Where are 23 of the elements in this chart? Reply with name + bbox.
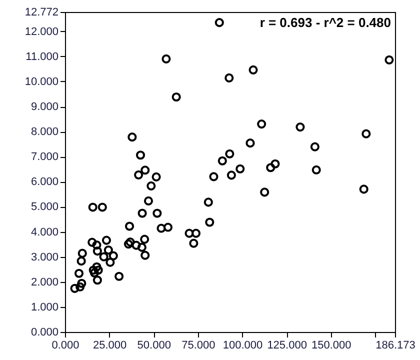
x-tick-label: 186.173	[376, 340, 416, 352]
y-tick-label: 10.000	[24, 76, 58, 88]
y-tick-label: 12.772	[24, 6, 58, 18]
x-tick-label: 0.000	[52, 340, 80, 352]
y-tick-label: 3.000	[30, 251, 58, 264]
x-tick-label: 75.000	[182, 340, 216, 352]
y-tick-label: 6.000	[30, 176, 58, 188]
annotation: r = 0.693 - r^2 = 0.480	[260, 15, 391, 30]
y-tick-label: 12.000	[24, 26, 58, 38]
x-tick-label: 125.000	[267, 340, 307, 352]
y-tick-label: 1.000	[30, 301, 58, 314]
y-tick-label: 0.000	[30, 326, 58, 338]
y-tick-label: 8.000	[30, 126, 58, 138]
y-tick-label: 2.000	[30, 276, 58, 288]
x-tick-label: 100.000	[222, 340, 263, 352]
y-tick-label: 7.000	[30, 151, 58, 164]
y-tick-label: 9.000	[30, 101, 58, 114]
y-tick-label: 11.000	[26, 50, 58, 63]
x-tick-label: 50.000	[137, 340, 171, 352]
y-tick-label: 4.000	[30, 226, 58, 238]
x-tick-label: 25.000	[92, 340, 127, 352]
x-tick-label: 150.000	[312, 340, 352, 352]
y-tick-label: 5.000	[30, 201, 58, 214]
